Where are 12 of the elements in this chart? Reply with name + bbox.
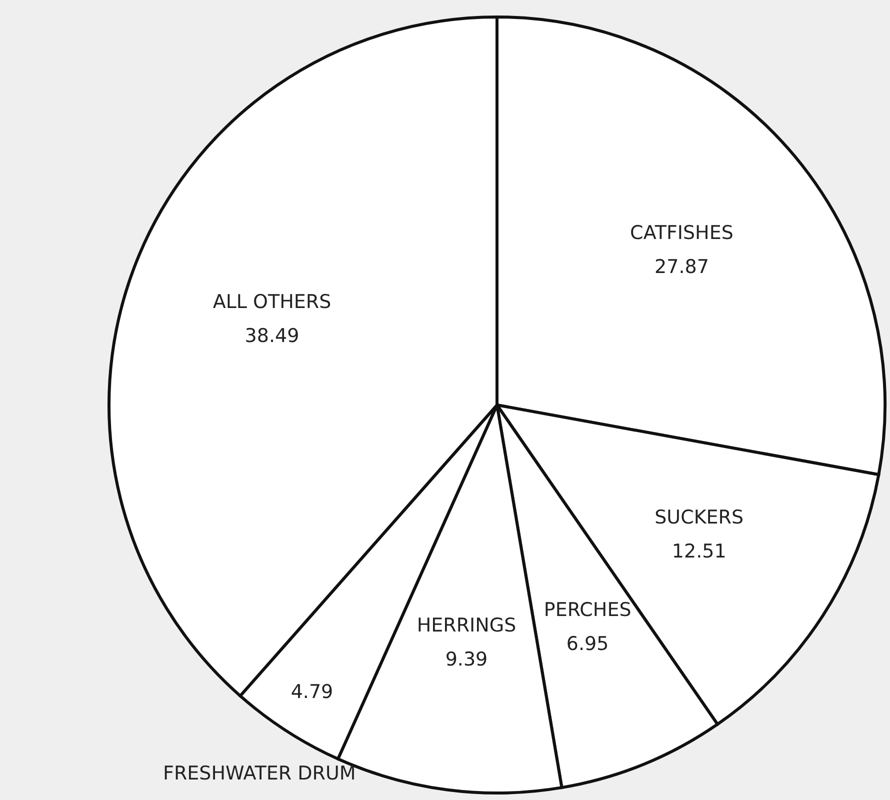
data-label: 6.95 xyxy=(566,632,609,655)
data-label: 9.39 xyxy=(445,648,488,671)
slice-label: PERCHES xyxy=(544,598,632,621)
data-label: 38.49 xyxy=(244,324,300,347)
slice-label: CATFISHES xyxy=(630,222,734,244)
slice-label: FRESHWATER DRUM xyxy=(163,762,356,784)
slice-label: HERRINGS xyxy=(416,614,516,637)
data-label: 12.51 xyxy=(672,540,726,562)
data-label: 27.87 xyxy=(654,256,709,278)
data-label: 4.79 xyxy=(290,680,334,703)
slice-label: ALL OTHERS xyxy=(212,290,332,313)
slice-label: SUCKERS xyxy=(654,506,744,528)
